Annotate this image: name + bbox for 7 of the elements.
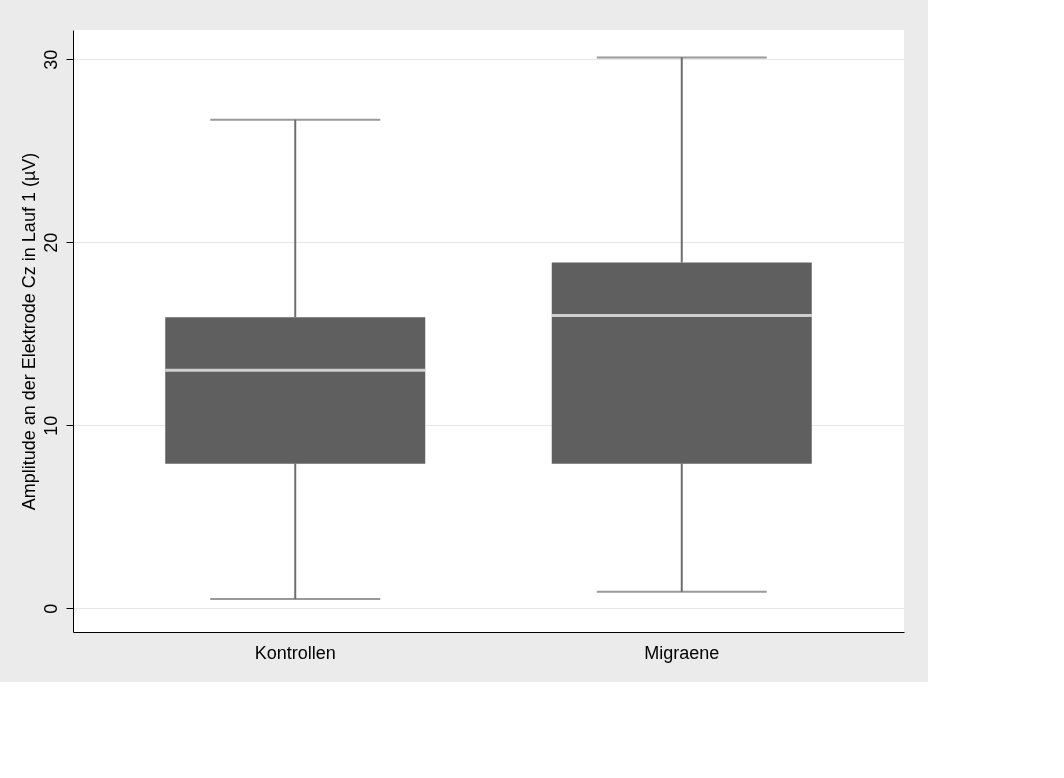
- x-tick-label: Kontrollen: [254, 642, 336, 663]
- y-tick-label: 30: [40, 49, 61, 70]
- y-tick-label: 20: [40, 232, 61, 253]
- y-tick-label: 10: [40, 415, 61, 436]
- x-tick-label: Migraene: [644, 642, 720, 663]
- y-axis-title: Amplitude an der Elektrode Cz in Lauf 1 (µV): [18, 152, 39, 511]
- y-tick-label: 0: [40, 603, 61, 614]
